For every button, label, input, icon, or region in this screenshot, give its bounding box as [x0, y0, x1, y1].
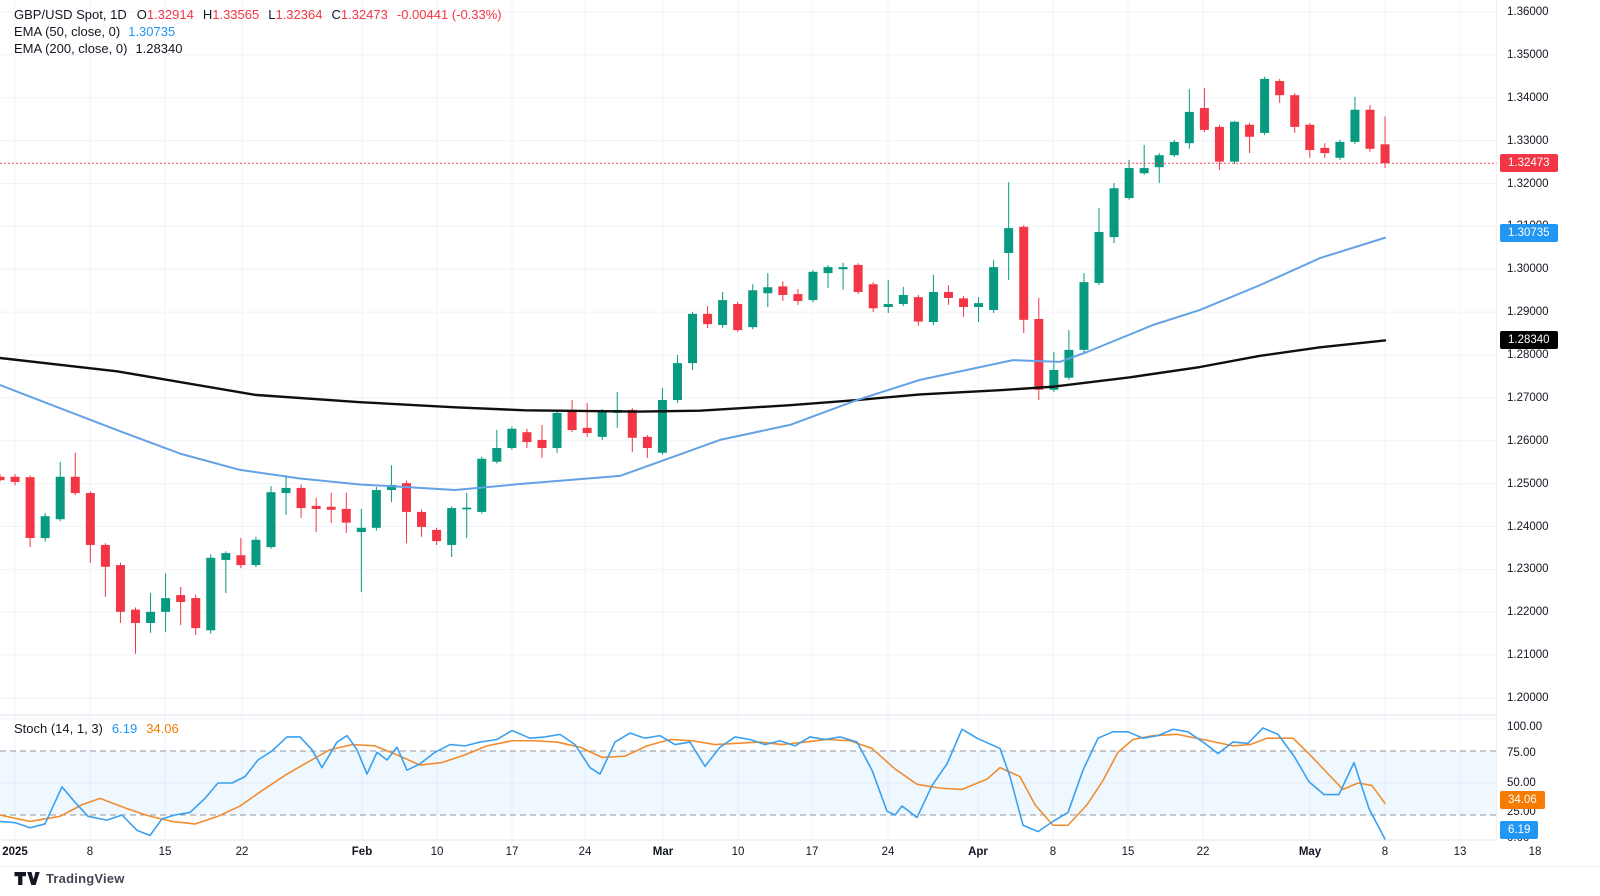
close-label: C — [331, 7, 341, 22]
stoch-tick-label: 25.00 — [1507, 806, 1536, 818]
stoch-label: Stoch (14, 1, 3) — [14, 721, 103, 736]
open-value: 1.32914 — [146, 7, 194, 22]
price-tick-label: 1.24000 — [1507, 520, 1549, 533]
time-axis[interactable]: 2025 8 15 22 Feb 10 17 24 Mar 10 17 24 Apr 8 15 22 May 8 1… — [0, 841, 1600, 866]
price-tick-label: 1.23000 — [1507, 563, 1549, 576]
tradingview-logo-text: TradingView — [46, 871, 125, 886]
price-tick-label: 1.30000 — [1507, 263, 1549, 276]
time-tick-label: Apr — [968, 846, 988, 858]
time-tick-label: Mar — [652, 846, 674, 858]
time-tick-label: 10 — [430, 846, 444, 858]
time-tick-label: 17 — [505, 846, 519, 858]
price-axis[interactable]: 1.360001.350001.340001.330001.320001.310… — [1497, 0, 1600, 866]
time-tick-label: 24 — [881, 846, 895, 858]
tradingview-logo[interactable]: TradingView — [14, 871, 125, 886]
time-tick-label: 17 — [805, 846, 819, 858]
legend: GBP/USD Spot, 1D O 1.32914 H 1.33565 L 1.32… — [14, 6, 502, 57]
legend-ema50-row[interactable]: EMA (50, close, 0) 1.30735 — [14, 23, 502, 40]
legend-ema200-row[interactable]: EMA (200, close, 0) 1.28340 — [14, 40, 502, 57]
stoch-k-badge: 6.19 — [1500, 821, 1539, 839]
time-tick-label: 24 — [578, 846, 592, 858]
price-tick-label: 1.25000 — [1507, 477, 1549, 490]
time-tick-label: 15 — [1121, 846, 1135, 858]
price-tick-label: 1.22000 — [1507, 606, 1549, 619]
stoch-legend-row[interactable]: Stoch (14, 1, 3) 6.19 34.06 — [14, 721, 188, 736]
time-tick-label: 22 — [235, 846, 249, 858]
high-value: 1.33565 — [212, 7, 260, 22]
ema50-label: EMA (50, close, 0) — [14, 24, 121, 39]
time-tick-label: 2025 — [2, 846, 28, 858]
time-tick-label: 22 — [1196, 846, 1210, 858]
price-tick-label: 1.33000 — [1507, 134, 1549, 147]
time-tick-label: May — [1298, 846, 1322, 858]
low-label: L — [268, 7, 276, 22]
time-tick-label: 10 — [731, 846, 745, 858]
close-value: 1.32473 — [340, 7, 388, 22]
ema200-value: 1.28340 — [135, 41, 183, 56]
ema50-value: 1.30735 — [128, 24, 176, 39]
stoch-tick-label: 100.00 — [1507, 721, 1543, 733]
stoch-d-badge: 34.06 — [1500, 791, 1545, 809]
ema200-price-badge: 1.28340 — [1500, 331, 1558, 349]
price-tick-label: 1.28000 — [1507, 349, 1549, 361]
tradingview-logo-icon — [14, 872, 40, 885]
time-tick-label: 8 — [86, 846, 94, 858]
price-tick-label: 1.36000 — [1507, 6, 1549, 18]
price-tick-label: 1.27000 — [1507, 391, 1549, 404]
price-tick-label: 1.20000 — [1507, 692, 1549, 704]
ema50-price-badge: 1.30735 — [1500, 224, 1558, 242]
time-tick-label: 8 — [1381, 846, 1389, 858]
price-tick-label: 1.34000 — [1507, 91, 1549, 104]
legend-symbol-row[interactable]: GBP/USD Spot, 1D O 1.32914 H 1.33565 L 1.32… — [14, 6, 502, 23]
stoch-k-value: 6.19 — [111, 721, 138, 736]
ema200-label: EMA (200, close, 0) — [14, 41, 128, 56]
time-tick-label: 15 — [158, 846, 172, 858]
open-label: O — [136, 7, 147, 22]
time-tick-label: 8 — [1049, 846, 1057, 858]
last-price-badge: 1.32473 — [1500, 154, 1558, 172]
price-tick-label: 1.26000 — [1507, 434, 1549, 447]
price-tick-label: 1.21000 — [1507, 649, 1549, 662]
price-tick-label: 1.32000 — [1507, 177, 1549, 190]
stoch-tick-label: 50.00 — [1507, 777, 1536, 789]
change-value: -0.00441 (-0.33%) — [396, 7, 502, 22]
high-label: H — [202, 7, 213, 22]
stoch-tick-label: 75.00 — [1507, 747, 1536, 759]
stoch-d-value: 34.06 — [146, 721, 179, 736]
low-value: 1.32364 — [275, 7, 323, 22]
time-tick-label: 18 — [1528, 846, 1542, 858]
price-tick-label: 1.35000 — [1507, 48, 1549, 61]
time-tick-label: 13 — [1453, 846, 1467, 858]
symbol-title: GBP/USD Spot, 1D — [14, 7, 127, 22]
price-tick-label: 1.29000 — [1507, 306, 1549, 319]
time-tick-label: Feb — [351, 846, 373, 858]
